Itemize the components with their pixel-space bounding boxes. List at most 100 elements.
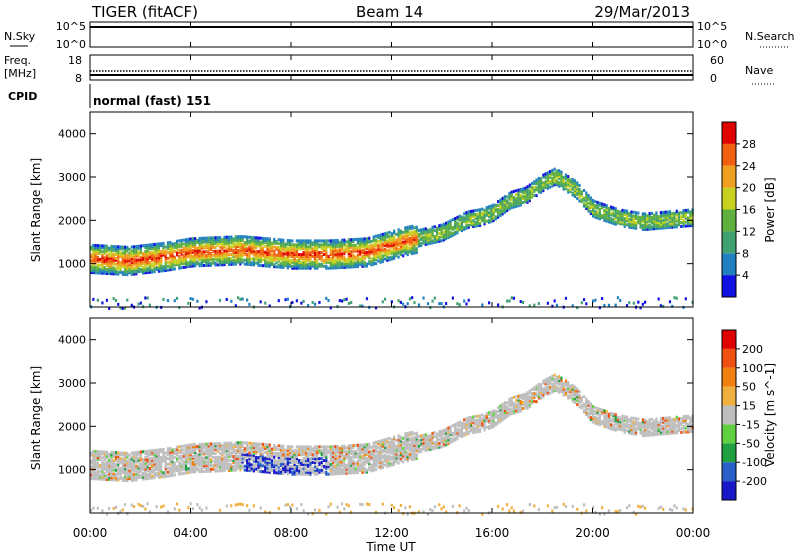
velocity-echo-cell <box>275 446 278 450</box>
velocity-echo-cell <box>282 464 285 468</box>
velocity-echo-cell <box>173 463 176 467</box>
power-echo-cell <box>467 210 470 214</box>
velocity-echo-cell <box>246 462 249 466</box>
power-echo-cell <box>248 253 251 257</box>
velocity-echo-cell <box>343 466 346 470</box>
power-echo-cell <box>521 197 525 201</box>
power-echo-cell <box>628 213 631 217</box>
power-echo-cell <box>123 255 127 259</box>
power-echo-cell <box>485 206 488 210</box>
velocity-echo-cell <box>178 457 181 461</box>
power-echo-cell <box>146 259 149 263</box>
power-echo-cell <box>515 200 518 204</box>
velocity-echo-cell <box>404 447 407 451</box>
velocity-echo-cell <box>123 463 127 467</box>
velocity-echo-cell <box>270 459 274 463</box>
power-echo-cell <box>112 254 115 258</box>
power-ground-cell <box>431 299 434 303</box>
power-echo-cell <box>322 260 326 264</box>
power-ground-cell <box>555 303 559 307</box>
power-echo-cell <box>512 195 516 199</box>
power-echo-cell <box>397 234 400 238</box>
velocity-echo-cell <box>279 471 283 475</box>
power-echo-cell <box>101 265 104 269</box>
power-echo-cell <box>442 222 445 226</box>
power-echo-cell <box>571 179 574 183</box>
power-echo-cell <box>135 266 138 270</box>
power-echo-cell <box>103 258 106 262</box>
velocity-echo-cell <box>334 472 337 476</box>
power-echo-cell <box>137 264 140 268</box>
velocity-echo-cell <box>293 464 296 468</box>
power-echo-cell <box>666 210 669 214</box>
power-ground-cell <box>121 306 124 310</box>
power-echo-cell <box>288 241 292 245</box>
velocity-echo-cell <box>182 444 185 448</box>
velocity-echo-cell <box>250 445 253 449</box>
power-echo-cell <box>539 179 543 183</box>
power-echo-cell <box>359 247 362 251</box>
velocity-echo-cell <box>198 454 201 458</box>
velocity-echo-cell <box>361 466 364 470</box>
velocity-echo-cell <box>282 454 285 458</box>
power-echo-cell <box>485 207 488 211</box>
power-ground-cell <box>340 299 344 303</box>
power-ground-cell <box>327 299 330 303</box>
power-echo-cell <box>105 256 109 260</box>
velocity-echo-cell <box>218 445 222 449</box>
power-echo-cell <box>668 212 672 216</box>
power-echo-cell <box>331 252 335 256</box>
power-echo-cell <box>689 216 692 220</box>
power-echo-cell <box>322 243 326 247</box>
velocity-echo-cell <box>151 476 154 480</box>
power-echo-cell <box>295 266 298 270</box>
power-echo-cell <box>291 264 294 268</box>
power-echo-cell <box>607 206 611 210</box>
velocity-echo-cell <box>284 462 287 466</box>
velocity-echo-cell <box>386 449 389 453</box>
power-echo-cell <box>117 249 120 253</box>
velocity-echo-cell <box>438 445 441 449</box>
power-echo-cell <box>365 252 369 256</box>
power-echo-cell <box>309 245 312 249</box>
velocity-echo-cell <box>286 446 289 450</box>
velocity-echo-cell <box>338 472 341 476</box>
power-echo-cell <box>585 195 588 199</box>
colorbar-segment <box>722 165 736 188</box>
power-echo-cell <box>605 205 608 209</box>
velocity-echo-cell <box>103 458 106 462</box>
power-echo-cell <box>603 211 606 215</box>
velocity-echo-cell <box>331 447 335 451</box>
velocity-echo-cell <box>243 456 246 460</box>
power-echo-cell <box>268 239 271 243</box>
velocity-echo-cell <box>304 451 308 455</box>
power-echo-cell <box>549 179 552 183</box>
power-echo-cell <box>605 213 608 217</box>
power-echo-cell <box>374 256 378 260</box>
velocity-echo-cell <box>359 443 362 447</box>
velocity-echo-cell <box>343 462 346 466</box>
power-echo-cell <box>123 249 127 253</box>
velocity-echo-cell <box>295 457 298 461</box>
velocity-echo-cell <box>119 468 122 472</box>
power-echo-cell <box>135 270 138 274</box>
velocity-echo-cell <box>243 441 246 445</box>
velocity-echo-cell <box>368 460 371 464</box>
velocity-echo-cell <box>395 460 398 464</box>
power-echo-cell <box>682 222 685 226</box>
velocity-echo-cell <box>408 448 412 452</box>
velocity-echo-cell <box>395 448 398 452</box>
power-echo-cell <box>481 217 484 221</box>
velocity-ground-cell <box>112 506 115 510</box>
power-echo-cell <box>307 255 310 258</box>
power-echo-cell <box>123 253 127 257</box>
power-echo-cell <box>243 248 246 252</box>
power-echo-cell <box>123 247 127 251</box>
velocity-echo-cell <box>132 459 136 463</box>
power-echo-cell <box>275 247 278 251</box>
velocity-echo-cell <box>110 450 113 454</box>
power-echo-cell <box>472 209 475 213</box>
velocity-echo-cell <box>336 462 339 466</box>
velocity-echo-cell <box>218 451 222 455</box>
power-echo-cell <box>322 245 326 249</box>
